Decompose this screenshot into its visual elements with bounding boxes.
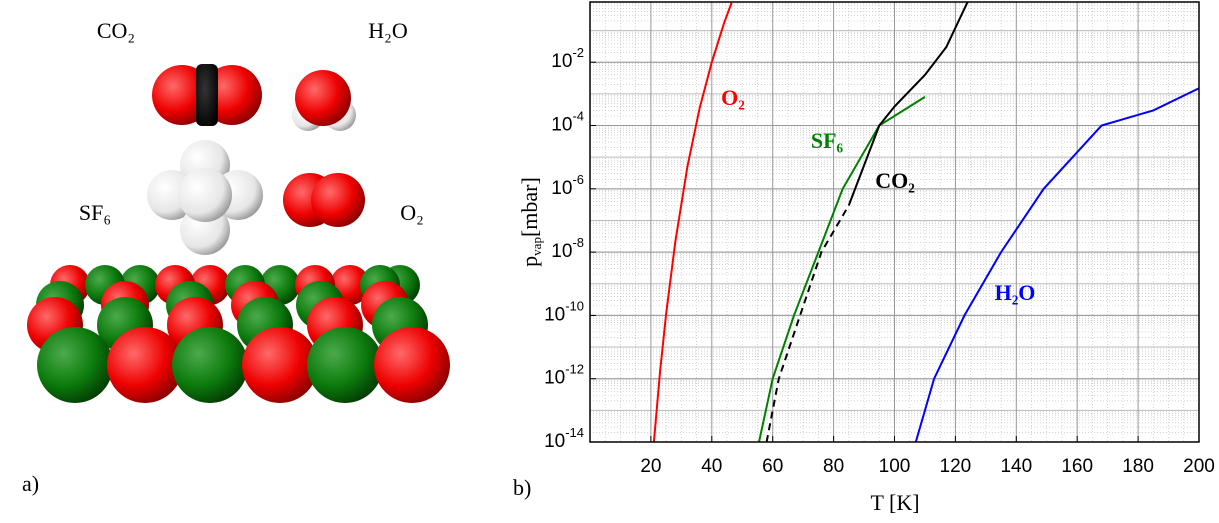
molecule-label: O₂	[400, 200, 424, 225]
molecule-label: SF₆	[79, 200, 111, 225]
x-tick-label: 180	[1122, 456, 1154, 477]
y-tick-label: 10-12	[544, 362, 584, 389]
x-tick-label: 140	[1000, 456, 1032, 477]
y-tick-label: 10-10	[544, 299, 584, 326]
molecule-label: H₂O	[368, 18, 407, 43]
y-tick-label: 10-2	[551, 46, 584, 73]
x-tick-label: 160	[1061, 456, 1093, 477]
x-tick-label: 120	[940, 456, 972, 477]
molecule-illustration	[27, 64, 450, 403]
y-axis-label: pvap[mbar]	[517, 177, 544, 267]
curve-label: CO₂	[875, 168, 915, 193]
curve-label: SF₆	[811, 128, 844, 153]
x-tick-label: 80	[823, 456, 844, 477]
panel-label: b)	[513, 475, 531, 500]
curve-label: H₂O	[995, 280, 1036, 305]
y-tick-label: 10-6	[551, 172, 584, 199]
y-tick-label: 10-4	[551, 109, 584, 136]
y-tick-label: 10-14	[544, 425, 584, 452]
panel-label: a)	[22, 471, 39, 496]
x-tick-label: 60	[762, 456, 783, 477]
series-line	[765, 204, 850, 442]
series-line	[847, 2, 969, 206]
y-tick-label: 10-8	[551, 236, 584, 263]
plot-frame	[589, 1, 1200, 443]
y-label-unit: [mbar]	[517, 177, 542, 237]
x-tick-label: 100	[879, 456, 911, 477]
curve-label: O₂	[721, 85, 745, 110]
series-line	[652, 2, 733, 442]
x-axis-label: T [K]	[870, 490, 919, 515]
x-tick-label: 200	[1183, 456, 1215, 477]
surface-slab	[27, 265, 450, 403]
molecule-label: CO₂	[97, 18, 135, 43]
y-label-symbol: p	[517, 256, 542, 267]
x-tick-label: 40	[701, 456, 722, 477]
series-line	[914, 87, 1199, 442]
x-tick-label: 20	[640, 456, 661, 477]
plot	[589, 1, 1200, 443]
y-label-subscript: vap	[529, 237, 544, 256]
